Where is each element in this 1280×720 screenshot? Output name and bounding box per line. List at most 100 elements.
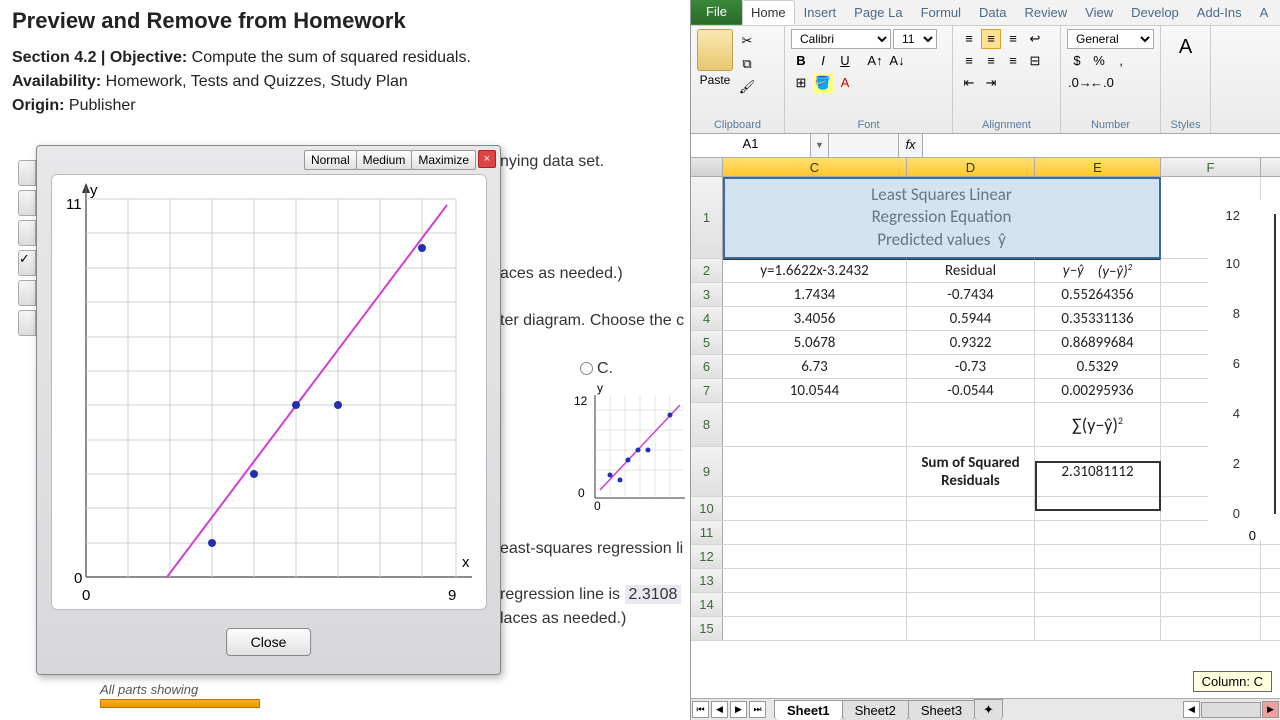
sheet-nav-prev-icon[interactable]: ◀ bbox=[711, 701, 728, 718]
cell[interactable]: 3.4056 bbox=[723, 307, 907, 330]
cell[interactable] bbox=[907, 497, 1035, 520]
tab-formulas[interactable]: Formul bbox=[912, 0, 970, 25]
row-header[interactable]: 15 bbox=[691, 617, 723, 640]
select-all-corner[interactable] bbox=[691, 158, 723, 176]
dec-decimal-icon[interactable]: ←.0 bbox=[1089, 73, 1109, 93]
cell[interactable]: Sum of SquaredResiduals bbox=[907, 447, 1035, 496]
cell[interactable] bbox=[723, 569, 907, 592]
sheet-tab-1[interactable]: Sheet1 bbox=[774, 700, 843, 720]
cell[interactable]: Residual bbox=[907, 259, 1035, 282]
tab-file[interactable]: File bbox=[691, 0, 742, 25]
cell[interactable] bbox=[907, 403, 1035, 446]
currency-icon[interactable]: $ bbox=[1067, 51, 1087, 71]
align-right-icon[interactable]: ≡ bbox=[1003, 51, 1023, 71]
align-middle-icon[interactable]: ≡ bbox=[981, 29, 1001, 49]
align-left-icon[interactable]: ≡ bbox=[959, 51, 979, 71]
header-cell[interactable]: Least Squares LinearRegression EquationP… bbox=[723, 177, 1161, 258]
row-header[interactable]: 13 bbox=[691, 569, 723, 592]
cell[interactable] bbox=[723, 617, 907, 640]
row-header[interactable]: 10 bbox=[691, 497, 723, 520]
cell[interactable] bbox=[723, 403, 907, 446]
cell[interactable]: -0.0544 bbox=[907, 379, 1035, 402]
cell[interactable] bbox=[723, 593, 907, 616]
cell[interactable] bbox=[907, 545, 1035, 568]
row-header[interactable]: 7 bbox=[691, 379, 723, 402]
sheet-nav-next-icon[interactable]: ▶ bbox=[730, 701, 747, 718]
cell[interactable] bbox=[907, 617, 1035, 640]
cell[interactable] bbox=[1035, 521, 1161, 544]
side-tool-icon[interactable] bbox=[18, 190, 36, 216]
tab-addins[interactable]: Add-Ins bbox=[1188, 0, 1251, 25]
col-header-d[interactable]: D bbox=[907, 158, 1035, 176]
close-icon[interactable]: × bbox=[478, 150, 496, 168]
row-header[interactable]: 2 bbox=[691, 259, 723, 282]
tab-home[interactable]: Home bbox=[742, 0, 795, 25]
sheet-tab-3[interactable]: Sheet3 bbox=[908, 700, 975, 720]
tab-page-layout[interactable]: Page La bbox=[845, 0, 911, 25]
cell[interactable] bbox=[1035, 569, 1161, 592]
format-painter-icon[interactable]: 🖌 bbox=[737, 77, 757, 97]
hscroll-left-icon[interactable]: ◀ bbox=[1183, 701, 1200, 718]
cell[interactable] bbox=[723, 521, 907, 544]
tab-review[interactable]: Review bbox=[1016, 0, 1077, 25]
sheet-nav-first-icon[interactable]: ⏮ bbox=[692, 701, 709, 718]
cell[interactable]: 1.7434 bbox=[723, 283, 907, 306]
cell[interactable] bbox=[723, 447, 907, 496]
align-bottom-icon[interactable]: ≡ bbox=[1003, 29, 1023, 49]
align-top-icon[interactable]: ≡ bbox=[959, 29, 979, 49]
hscroll-right-icon[interactable]: ▶ bbox=[1262, 701, 1279, 718]
indent-inc-icon[interactable]: ⇥ bbox=[981, 73, 1001, 93]
row-header[interactable]: 14 bbox=[691, 593, 723, 616]
cell[interactable] bbox=[907, 569, 1035, 592]
cell[interactable] bbox=[1035, 617, 1161, 640]
cell[interactable]: -0.7434 bbox=[907, 283, 1035, 306]
inc-decimal-icon[interactable]: .0→ bbox=[1067, 73, 1087, 93]
bold-button[interactable]: B bbox=[791, 51, 811, 71]
name-box-arrow-icon[interactable]: ▼ bbox=[811, 134, 829, 157]
number-format-select[interactable]: General bbox=[1067, 29, 1154, 49]
styles-icon[interactable]: A bbox=[1168, 37, 1204, 73]
fill-color-icon[interactable]: 🪣 bbox=[813, 73, 833, 93]
paste-button[interactable]: Paste bbox=[697, 29, 733, 97]
font-size-select[interactable]: 11 bbox=[893, 29, 937, 49]
hscroll-track[interactable] bbox=[1201, 702, 1261, 718]
close-button[interactable]: Close bbox=[226, 628, 312, 656]
mini-scatter-option[interactable]: y 12 0 0 bbox=[570, 380, 690, 515]
wrap-text-icon[interactable]: ↩ bbox=[1025, 29, 1045, 49]
cell[interactable] bbox=[1035, 545, 1161, 568]
tab-view[interactable]: View bbox=[1076, 0, 1122, 25]
row-header[interactable]: 12 bbox=[691, 545, 723, 568]
cell[interactable]: 0.55264356 bbox=[1035, 283, 1161, 306]
cell[interactable] bbox=[723, 497, 907, 520]
col-header-f[interactable]: F bbox=[1161, 158, 1261, 176]
tab-insert[interactable]: Insert bbox=[795, 0, 846, 25]
indent-dec-icon[interactable]: ⇤ bbox=[959, 73, 979, 93]
cell[interactable]: 6.73 bbox=[723, 355, 907, 378]
comma-icon[interactable]: , bbox=[1111, 51, 1131, 71]
fx-icon[interactable]: fx bbox=[899, 134, 923, 157]
cell[interactable] bbox=[1035, 593, 1161, 616]
normal-button[interactable]: Normal bbox=[304, 150, 357, 170]
cell[interactable] bbox=[1035, 497, 1161, 520]
cell[interactable]: 10.0544 bbox=[723, 379, 907, 402]
formula-input[interactable] bbox=[923, 134, 1280, 157]
sheet-tab-2[interactable]: Sheet2 bbox=[842, 700, 909, 720]
cell[interactable]: 5.0678 bbox=[723, 331, 907, 354]
row-header[interactable]: 6 bbox=[691, 355, 723, 378]
row-header[interactable]: 1 bbox=[691, 177, 723, 258]
tab-data[interactable]: Data bbox=[970, 0, 1015, 25]
side-tool-icon[interactable]: ✓ bbox=[18, 250, 36, 276]
maximize-button[interactable]: Maximize bbox=[411, 150, 476, 170]
cell[interactable]: y=1.6622x-3.2432 bbox=[723, 259, 907, 282]
cell[interactable] bbox=[907, 521, 1035, 544]
spreadsheet-grid[interactable]: C D E F 1Least Squares LinearRegression … bbox=[691, 158, 1280, 688]
side-tool-icon[interactable] bbox=[18, 220, 36, 246]
underline-button[interactable]: U bbox=[835, 51, 855, 71]
italic-button[interactable]: I bbox=[813, 51, 833, 71]
font-color-icon[interactable]: A bbox=[835, 73, 855, 93]
cell[interactable]: 2.31081112 bbox=[1035, 447, 1161, 496]
cell[interactable] bbox=[723, 545, 907, 568]
embedded-chart[interactable]: 12 10 8 6 4 2 0 0 bbox=[1208, 200, 1280, 540]
side-tool-icon[interactable] bbox=[18, 310, 36, 336]
cell[interactable]: 0.5944 bbox=[907, 307, 1035, 330]
